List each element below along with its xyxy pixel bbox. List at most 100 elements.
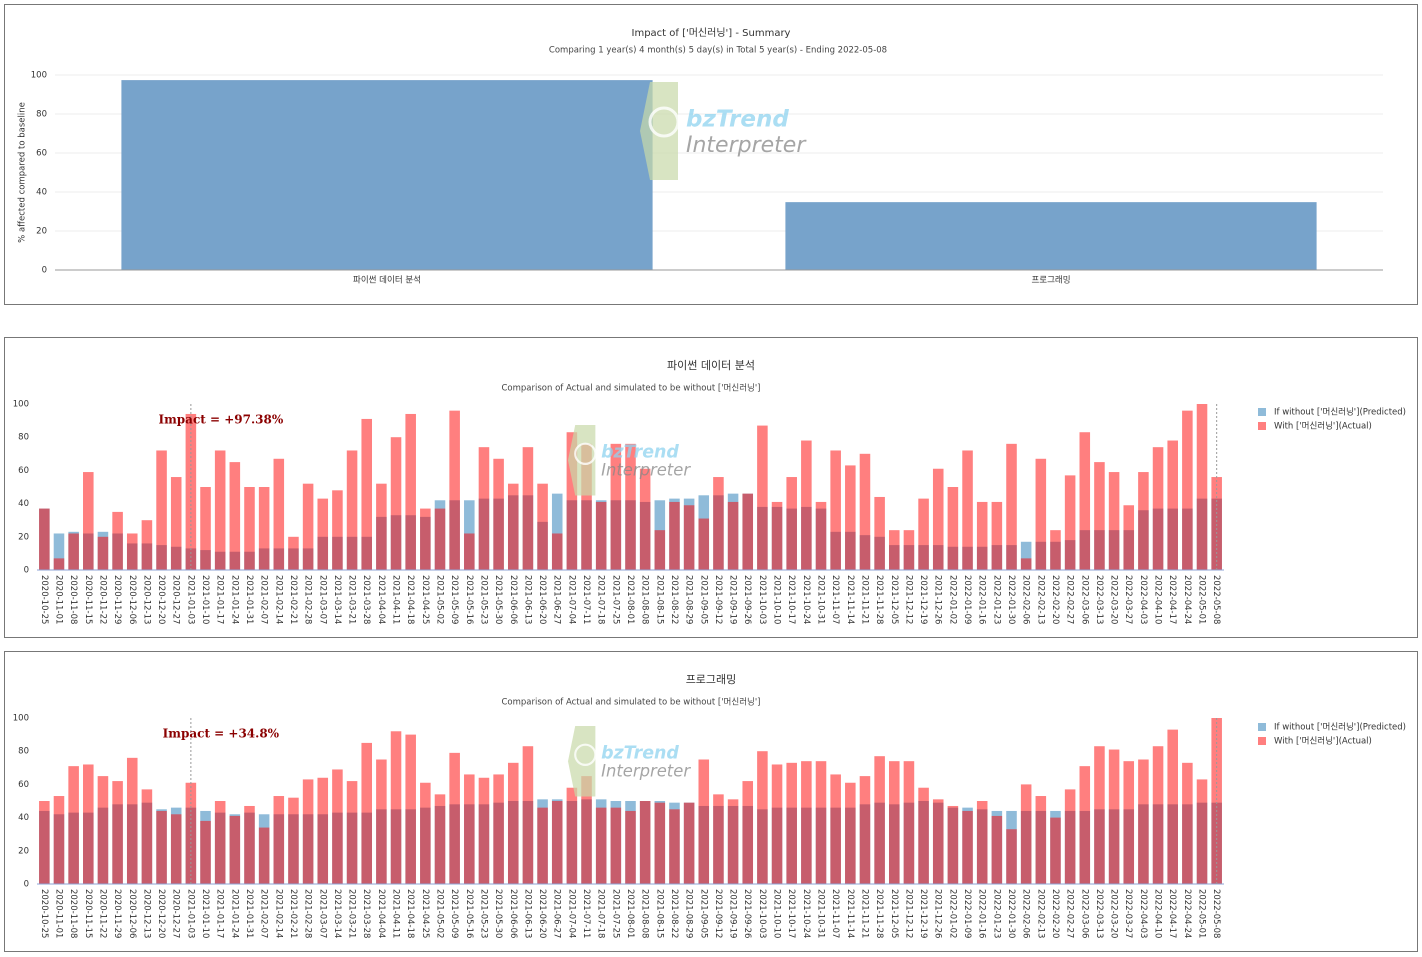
bar bbox=[214, 450, 226, 570]
bar bbox=[390, 731, 402, 884]
bar bbox=[507, 762, 519, 884]
x-tick-label: 2021-05-23 bbox=[478, 575, 488, 624]
annotation: Impact = +34.8% bbox=[163, 727, 280, 741]
x-tick-label: 2021-05-16 bbox=[464, 575, 474, 624]
bar bbox=[493, 774, 504, 884]
bar bbox=[244, 805, 255, 884]
x-tick-label: 2021-04-11 bbox=[391, 889, 401, 938]
x-tick-label: 2022-03-27 bbox=[1123, 575, 1133, 624]
y-tick-label: 0 bbox=[24, 566, 29, 576]
x-tick-label: 2021-07-11 bbox=[581, 575, 591, 624]
x-tick-label: 2021-03-07 bbox=[317, 889, 327, 938]
x-tick-label: 2021-10-31 bbox=[816, 575, 826, 624]
x-tick-label: 2022-02-27 bbox=[1065, 575, 1075, 624]
bar bbox=[610, 443, 622, 570]
x-tick-label: 2021-09-26 bbox=[742, 889, 752, 938]
bar bbox=[185, 782, 197, 884]
legend-swatch bbox=[1258, 408, 1266, 416]
y-tick-label: 80 bbox=[18, 433, 29, 443]
x-tick-label: 2021-11-21 bbox=[859, 889, 869, 938]
bar bbox=[170, 814, 182, 884]
x-tick-label: 2021-09-12 bbox=[713, 889, 723, 938]
bar bbox=[53, 796, 65, 884]
x-tick-label: 2021-04-04 bbox=[376, 575, 386, 624]
x-tick-label: 2021-03-21 bbox=[347, 575, 357, 624]
x-tick-label: 2021-10-10 bbox=[772, 575, 782, 624]
x-tick-label: 2021-01-31 bbox=[244, 889, 254, 938]
x-tick-label: 2021-06-27 bbox=[552, 575, 562, 624]
x-tick-label: 2021-02-14 bbox=[273, 575, 283, 624]
bar bbox=[537, 483, 548, 570]
y-tick-label: 60 bbox=[18, 466, 29, 476]
bar bbox=[126, 533, 138, 570]
bar bbox=[1079, 766, 1091, 884]
bar bbox=[434, 794, 446, 884]
x-tick-label: 2021-11-28 bbox=[874, 575, 884, 624]
bar bbox=[771, 501, 783, 570]
x-tick-label: 2022-04-10 bbox=[1153, 889, 1163, 938]
bar bbox=[1196, 779, 1208, 884]
bar bbox=[478, 447, 490, 570]
x-tick-label: 2021-05-23 bbox=[478, 889, 488, 938]
bar bbox=[434, 508, 446, 570]
y-tick-label: 60 bbox=[36, 149, 47, 159]
bar bbox=[449, 752, 460, 884]
x-tick-label: 2022-02-06 bbox=[1021, 889, 1031, 938]
bar bbox=[141, 520, 153, 570]
x-tick-label: 2021-12-05 bbox=[889, 889, 899, 938]
bar bbox=[200, 820, 211, 884]
watermark-shape bbox=[568, 726, 596, 797]
bar bbox=[903, 761, 915, 884]
x-tick-label: 2022-01-30 bbox=[1006, 575, 1016, 624]
x-tick-label: 2022-01-23 bbox=[991, 889, 1001, 938]
watermark-text: Interpreter bbox=[601, 762, 691, 781]
bar bbox=[493, 458, 504, 570]
bar bbox=[1006, 829, 1017, 884]
x-tick-label: 2021-03-14 bbox=[332, 889, 342, 938]
x-tick-label: 2021-01-10 bbox=[200, 575, 210, 624]
bar bbox=[713, 477, 724, 570]
bar bbox=[786, 477, 797, 570]
bar bbox=[229, 462, 241, 570]
bar bbox=[757, 751, 768, 884]
x-tick-label: 2021-07-25 bbox=[610, 889, 620, 938]
x-tick-label: 2020-12-27 bbox=[171, 889, 181, 938]
bar bbox=[346, 781, 358, 884]
bar bbox=[537, 807, 548, 884]
bar bbox=[610, 807, 622, 884]
x-tick-label: 2021-05-09 bbox=[449, 889, 459, 938]
bar bbox=[214, 801, 226, 884]
bar bbox=[68, 533, 79, 570]
bar bbox=[1138, 759, 1149, 884]
chart-title: 프로그래밍 bbox=[686, 673, 737, 686]
y-tick-label: 20 bbox=[18, 532, 29, 542]
x-tick-label: 2021-01-24 bbox=[229, 575, 239, 624]
bar bbox=[639, 801, 651, 884]
x-tick-label: 2021-03-14 bbox=[332, 575, 342, 624]
x-tick-label: 2020-11-29 bbox=[112, 889, 122, 938]
x-tick-label: 2022-01-09 bbox=[962, 889, 972, 938]
x-tick-label: 파이썬 데이터 분석 bbox=[353, 275, 421, 286]
bar bbox=[683, 505, 695, 570]
x-tick-label: 2021-04-18 bbox=[405, 889, 415, 938]
bar bbox=[947, 487, 959, 570]
x-tick-label: 2021-10-17 bbox=[786, 575, 796, 624]
bar bbox=[874, 756, 885, 884]
x-tick-label: 2022-01-02 bbox=[947, 575, 957, 624]
x-tick-label: 2021-10-31 bbox=[816, 889, 826, 938]
x-tick-label: 2022-05-08 bbox=[1211, 889, 1221, 938]
bar bbox=[771, 764, 783, 884]
legend-swatch bbox=[1258, 422, 1266, 430]
x-tick-label: 2021-06-06 bbox=[508, 889, 518, 938]
x-tick-label: 2020-11-22 bbox=[97, 889, 107, 938]
watermark-shape bbox=[640, 82, 678, 180]
x-tick-label: 2022-04-03 bbox=[1138, 889, 1148, 938]
bar bbox=[83, 764, 94, 884]
x-tick-label: 2022-04-10 bbox=[1153, 575, 1163, 624]
bar bbox=[420, 782, 431, 884]
bar bbox=[625, 443, 636, 570]
bar bbox=[713, 794, 724, 884]
x-tick-label: 2021-02-07 bbox=[259, 889, 269, 938]
bar bbox=[859, 776, 871, 884]
x-tick-label: 2022-04-03 bbox=[1138, 575, 1148, 624]
